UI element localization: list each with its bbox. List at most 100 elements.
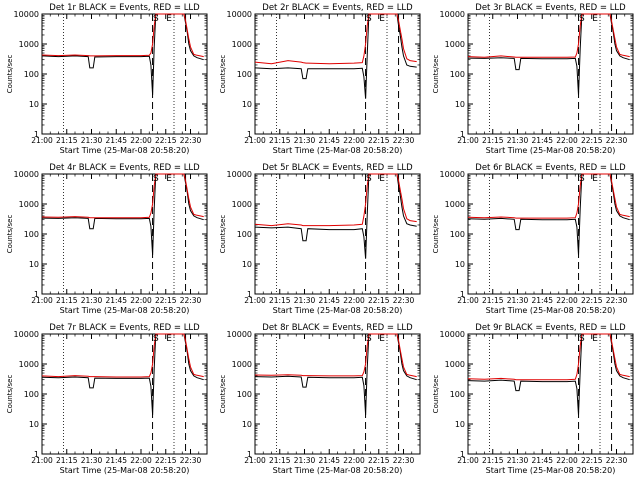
y-axis-label: Counts/sec [432, 215, 440, 254]
lld-series-line [467, 173, 630, 219]
y-tick-label: 10 [242, 420, 252, 429]
x-tick-label: 21:00 [457, 136, 479, 145]
x-axis-label: Start Time (25-Mar-08 20:58:20) [60, 146, 190, 155]
annotation-label: S [579, 334, 585, 344]
x-axis-label: Start Time (25-Mar-08 20:58:20) [273, 466, 403, 475]
x-tick-label: 22:30 [180, 136, 202, 145]
x-tick-label: 21:30 [81, 296, 103, 305]
y-tick-label: 1000 [445, 360, 465, 369]
y-tick-label: 1 [460, 450, 465, 459]
plot-frame [467, 13, 634, 135]
annotation-label: E [166, 174, 172, 184]
x-tick-label: 21:15 [269, 296, 291, 305]
x-tick-label: 21:45 [105, 456, 127, 465]
x-tick-label: 22:15 [581, 296, 603, 305]
events-series-line [41, 173, 204, 256]
plot-frame [254, 173, 421, 295]
annotation-label: S [366, 174, 372, 184]
y-tick-label: 10000 [440, 170, 465, 179]
plot-frame [254, 333, 421, 455]
annotation-label: E [379, 14, 385, 24]
y-tick-label: 1 [460, 130, 465, 139]
x-tick-label: 22:15 [581, 456, 603, 465]
x-tick-label: 22:15 [368, 456, 390, 465]
detector-panel: Det 5r BLACK = Events, RED = LLD 1 10 100 10… [219, 163, 421, 315]
y-tick-label: 1000 [445, 200, 465, 209]
y-tick-label: 10000 [440, 330, 465, 339]
plot-frame [254, 13, 421, 135]
panel-title: Det 4r BLACK = Events, RED = LLD [49, 163, 200, 173]
annotation-label: S [153, 14, 159, 24]
x-tick-label: 22:00 [556, 456, 578, 465]
x-tick-label: 21:15 [482, 456, 504, 465]
x-tick-label: 21:00 [457, 456, 479, 465]
y-tick-label: 10 [29, 260, 39, 269]
x-tick-label: 21:45 [318, 456, 340, 465]
detector-panel: Det 9r BLACK = Events, RED = LLD 1 10 100 10… [432, 323, 634, 475]
y-tick-label: 100 [450, 70, 465, 79]
y-tick-label: 1 [247, 130, 252, 139]
x-tick-label: 22:00 [343, 136, 365, 145]
panel-title: Det 2r BLACK = Events, RED = LLD [262, 3, 413, 13]
y-tick-label: 10000 [14, 10, 39, 19]
detector-panel: Det 7r BLACK = Events, RED = LLD 1 10 100 10… [6, 323, 208, 475]
y-tick-label: 100 [237, 70, 252, 79]
y-tick-label: 10 [455, 260, 465, 269]
lld-series-line [254, 13, 417, 65]
x-tick-label: 21:15 [482, 136, 504, 145]
x-tick-label: 21:30 [294, 456, 316, 465]
plot-frame [41, 173, 208, 295]
plot-frame [467, 173, 634, 295]
y-tick-label: 1 [247, 290, 252, 299]
x-tick-label: 21:30 [507, 296, 529, 305]
x-tick-label: 21:00 [31, 296, 53, 305]
x-tick-label: 22:15 [368, 296, 390, 305]
lld-series-line [254, 333, 417, 378]
x-tick-label: 22:30 [606, 136, 628, 145]
y-tick-label: 1 [34, 290, 39, 299]
y-axis-label: Counts/sec [219, 375, 227, 414]
y-tick-label: 1 [34, 130, 39, 139]
y-tick-label: 100 [450, 390, 465, 399]
x-tick-label: 21:30 [81, 456, 103, 465]
x-tick-label: 22:00 [343, 456, 365, 465]
events-series-line [467, 333, 630, 416]
x-tick-label: 21:45 [531, 456, 553, 465]
detector-panel: Det 4r BLACK = Events, RED = LLD 1 10 100 10… [6, 163, 208, 315]
events-series-line [467, 173, 630, 256]
x-tick-label: 21:15 [269, 136, 291, 145]
x-tick-label: 22:15 [368, 136, 390, 145]
y-tick-label: 1 [34, 450, 39, 459]
x-tick-label: 22:15 [155, 296, 177, 305]
x-tick-label: 21:30 [81, 136, 103, 145]
y-tick-label: 10 [242, 100, 252, 109]
x-tick-label: 22:00 [556, 296, 578, 305]
panel-title: Det 3r BLACK = Events, RED = LLD [475, 3, 626, 13]
x-axis-label: Start Time (25-Mar-08 20:58:20) [486, 146, 616, 155]
detector-panel: Det 8r BLACK = Events, RED = LLD 1 10 100 10… [219, 323, 421, 475]
y-tick-label: 10000 [14, 170, 39, 179]
x-tick-label: 21:45 [105, 136, 127, 145]
x-tick-label: 22:00 [343, 296, 365, 305]
y-tick-label: 10 [29, 420, 39, 429]
y-tick-label: 10 [29, 100, 39, 109]
y-tick-label: 10 [242, 260, 252, 269]
x-axis-label: Start Time (25-Mar-08 20:58:20) [60, 466, 190, 475]
x-axis-label: Start Time (25-Mar-08 20:58:20) [486, 466, 616, 475]
x-tick-label: 22:00 [130, 296, 152, 305]
annotation-label: S [366, 14, 372, 24]
x-tick-label: 21:15 [56, 456, 78, 465]
x-tick-label: 21:15 [56, 296, 78, 305]
detector-panel: Det 3r BLACK = Events, RED = LLD 1 10 100 10… [432, 3, 634, 155]
x-tick-label: 21:00 [244, 296, 266, 305]
panel-title: Det 7r BLACK = Events, RED = LLD [49, 323, 200, 333]
y-tick-label: 100 [450, 230, 465, 239]
y-axis-label: Counts/sec [219, 215, 227, 254]
detector-panel: Det 6r BLACK = Events, RED = LLD 1 10 100 10… [432, 163, 634, 315]
y-axis-label: Counts/sec [6, 215, 14, 254]
y-axis-label: Counts/sec [432, 55, 440, 94]
events-series-line [41, 333, 204, 416]
x-tick-label: 22:30 [393, 136, 415, 145]
